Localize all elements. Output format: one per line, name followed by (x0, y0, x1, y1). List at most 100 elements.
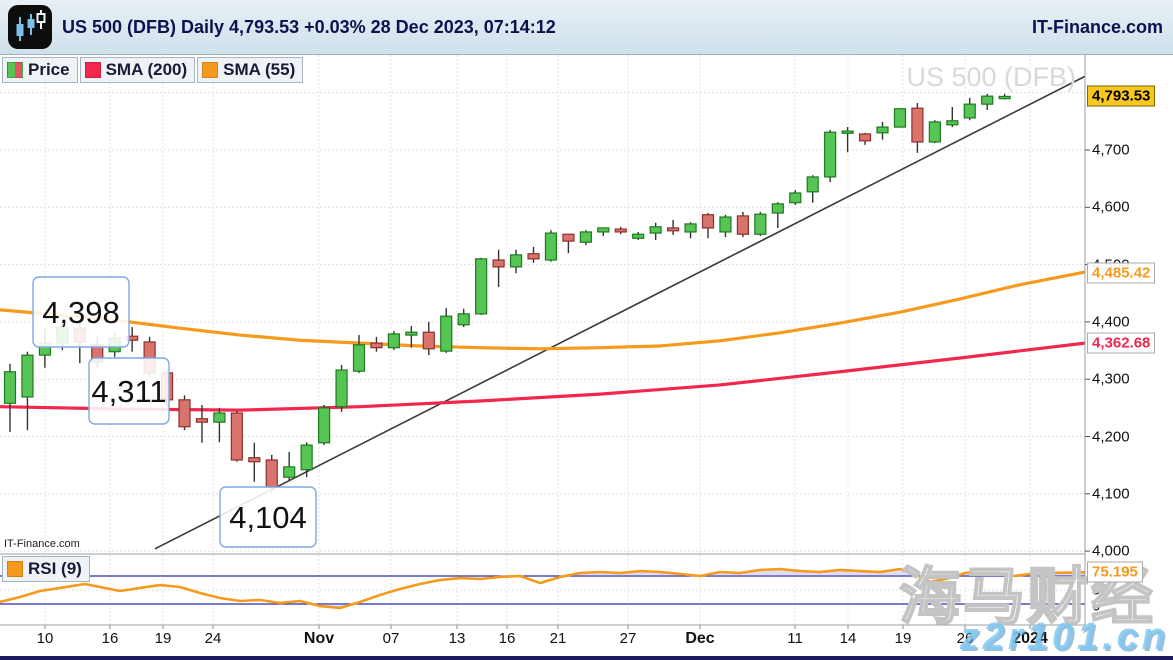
x-axis-label-26: 26 (956, 630, 974, 647)
candle-Nov 22 (579, 231, 592, 243)
candle-Dec 21 (928, 121, 941, 143)
title-bar: US 500 (DFB) Daily 4,793.53 +0.03% 28 De… (0, 0, 1173, 55)
rsi-legend-row: RSI (9) (2, 556, 90, 582)
candle-Dec 6 (736, 215, 750, 235)
candle-Oct 25 (230, 412, 243, 461)
svg-text:4,398: 4,398 (42, 295, 120, 330)
y-axis-label: 4,600 (1092, 198, 1130, 216)
candle-Dec 13 (824, 131, 837, 178)
candle-Dec 8 (771, 203, 784, 214)
candle-Dec 22 (946, 120, 959, 126)
rsi-axis-label: 0 (1092, 597, 1101, 615)
x-axis-label-2024: 2024 (1012, 630, 1048, 647)
candle-Dec 12 (806, 176, 819, 193)
bottom-border-bar (0, 656, 1173, 660)
candle-Nov 14 (475, 258, 488, 315)
price-badge-last: 4,793.53 (1087, 85, 1156, 107)
sma55-line[interactable] (0, 270, 1085, 351)
candle-Dec 11 (789, 192, 802, 204)
candle-Oct 26 (248, 457, 261, 463)
footer-brand: IT-Finance.com (4, 538, 80, 550)
candle-Oct 27 (265, 459, 278, 488)
y-axis-label: 4,300 (1092, 370, 1130, 388)
candle-Oct 6 (3, 371, 17, 404)
candle-Dec 20 (911, 107, 924, 143)
price-annotations: 4,398 4,311 4,104 (32, 276, 317, 548)
candle-Dec 14 (841, 130, 854, 134)
x-axis-label-19: 19 (894, 630, 912, 647)
x-axis-label-Nov: Nov (303, 630, 335, 647)
candle-Nov 17 (527, 253, 540, 260)
price-swatch-icon (7, 62, 23, 78)
candle-Nov 30 (666, 227, 680, 232)
candle-Dec 7 (754, 213, 767, 235)
candle-Dec 1 (684, 223, 697, 233)
y-axis-label: 4,000 (1092, 542, 1130, 560)
rsi-axis-label: 50 (1092, 581, 1109, 599)
candle-Oct 24 (213, 412, 226, 423)
candle-Nov 13 (457, 313, 470, 326)
symbol-watermark: US 500 (DFB) (906, 62, 1076, 92)
svg-text:4,104: 4,104 (229, 500, 307, 535)
svg-text:4,311: 4,311 (91, 374, 166, 409)
candle-Nov 10 (440, 315, 453, 352)
x-axis-label-27: 27 (619, 630, 637, 647)
candle-Nov 20 (544, 232, 558, 261)
candle-Nov 24 (597, 227, 610, 233)
y-axis-label: 4,200 (1092, 428, 1130, 445)
candle-Dec 15 (858, 133, 872, 142)
x-axis-label-Dec: Dec (685, 630, 715, 647)
candle-Nov 1 (318, 407, 331, 444)
sma55-swatch-icon (202, 62, 219, 78)
candle-Nov 3 (352, 344, 366, 372)
candle-Dec 26 (963, 103, 976, 119)
x-axis-label-13: 13 (448, 630, 466, 647)
app-logo-icon[interactable] (8, 5, 52, 49)
candle-Oct 23 (195, 418, 209, 423)
legend-price-label: Price (28, 60, 70, 79)
candle-Nov 7 (387, 333, 400, 349)
candle-Dec 28 (998, 95, 1011, 100)
candle-Nov 9 (422, 331, 435, 350)
x-axis-label-16: 16 (498, 630, 516, 647)
candle-Nov 27 (614, 228, 627, 233)
candle-Oct 30 (283, 466, 296, 478)
y-axis-label: 4,700 (1092, 141, 1130, 159)
x-axis-label-07: 07 (382, 630, 400, 647)
legend-sma55-chip[interactable]: SMA (55) (197, 57, 304, 83)
candle-Nov 29 (649, 226, 662, 234)
price-badge-sma200: 4,362.68 (1087, 332, 1156, 354)
x-axis-label-19: 19 (154, 630, 172, 647)
y-axis-label: 4,400 (1092, 313, 1130, 331)
legend-sma200-label: SMA (200) (105, 60, 188, 79)
candle-Dec 5 (719, 216, 732, 233)
x-axis-label-11: 11 (787, 630, 803, 647)
site-watermark: z2r101.cn (959, 616, 1169, 658)
candle-Nov 28 (632, 233, 645, 239)
candle-Nov 21 (562, 233, 575, 242)
y-axis-label: 4,100 (1092, 485, 1130, 503)
candle-Nov 6 (370, 342, 383, 349)
rsi-overbought-fill (0, 569, 1085, 576)
legend-sma200-chip[interactable]: SMA (200) (79, 57, 196, 83)
brand-link[interactable]: IT-Finance.com (1031, 17, 1163, 37)
candle-Dec 27 (981, 95, 994, 105)
x-axis-label-14: 14 (839, 630, 857, 647)
panel-borders (0, 55, 1090, 626)
candle-Oct 9 (21, 354, 34, 398)
candle-Dec 19 (893, 108, 907, 128)
rsi-line[interactable] (0, 567, 1086, 610)
legend-price-chip[interactable]: Price (2, 57, 78, 83)
legend-rsi-label: RSI (9) (28, 559, 82, 578)
candle-Nov 15 (492, 259, 505, 268)
legend-rsi-chip[interactable]: RSI (9) (2, 556, 90, 582)
candles-layer[interactable] (3, 93, 1011, 494)
sma200-swatch-icon (84, 62, 101, 78)
chart-title: US 500 (DFB) Daily 4,793.53 +0.03% 28 De… (62, 17, 556, 37)
x-axis-label-21: 21 (549, 630, 567, 647)
x-axis-label-16: 16 (101, 630, 119, 647)
rsi-swatch-icon (7, 561, 23, 577)
candle-Dec 18 (876, 126, 889, 134)
